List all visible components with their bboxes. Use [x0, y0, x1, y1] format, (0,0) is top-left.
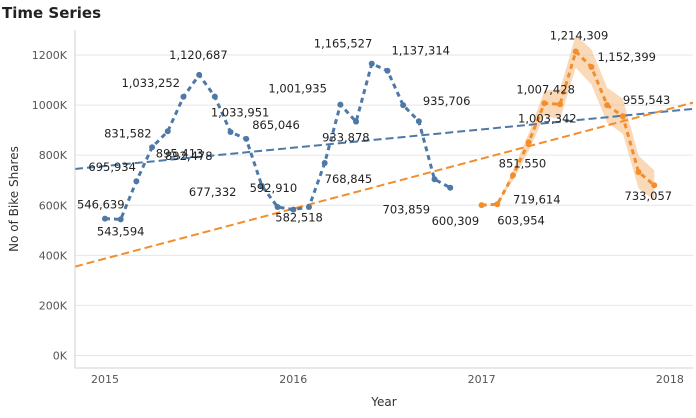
data-point	[619, 113, 626, 120]
trend-line	[74, 101, 694, 268]
data-point	[274, 204, 281, 211]
x-tick-label: 2017	[468, 373, 496, 386]
x-axis-title: Year	[370, 395, 396, 409]
data-point	[494, 201, 501, 208]
data-point	[243, 135, 250, 142]
data-point	[651, 182, 658, 189]
series-line	[104, 62, 451, 221]
data-label: 1,001,935	[268, 82, 327, 96]
data-label: 582,518	[275, 211, 323, 225]
data-label: 592,910	[250, 181, 298, 195]
data-label: 892,478	[165, 149, 213, 163]
data-point	[353, 118, 360, 125]
data-label: 1,137,314	[391, 44, 450, 58]
data-label: 543,594	[97, 224, 145, 238]
data-label: 865,046	[252, 118, 300, 132]
data-point	[431, 176, 438, 183]
y-tick-label: 200K	[39, 299, 68, 312]
data-label: 1,165,527	[314, 37, 373, 51]
data-point	[227, 129, 234, 136]
data-point	[557, 101, 564, 108]
data-point	[541, 100, 548, 107]
data-point	[588, 63, 595, 70]
data-label: 603,954	[497, 213, 545, 227]
data-point	[384, 67, 391, 74]
data-label: 1,007,428	[516, 82, 575, 96]
trend-line	[74, 107, 694, 170]
data-point	[400, 102, 407, 109]
data-label: 600,309	[432, 214, 480, 228]
data-point	[572, 48, 579, 55]
data-label: 1,003,342	[518, 111, 577, 125]
data-point	[321, 159, 328, 166]
axes: 0K 200K 400K 600K 800K 1000K 1200K 2015 2016 2017…	[7, 30, 693, 409]
series-points	[102, 48, 658, 223]
data-point	[604, 102, 611, 109]
y-tick-label: 800K	[39, 149, 68, 162]
x-tick-label: 2018	[656, 373, 684, 386]
y-tick-label: 600K	[39, 199, 68, 212]
data-label: 695,934	[88, 160, 136, 174]
y-axis-title: No of Bike Shares	[7, 146, 21, 252]
series-line	[481, 50, 656, 207]
data-point	[635, 168, 642, 175]
data-point	[102, 215, 108, 222]
chart-title: Time Series	[2, 4, 102, 22]
data-label: 733,057	[625, 189, 673, 203]
series-lines	[104, 50, 656, 221]
data-point	[196, 71, 203, 78]
y-tick-label: 1200K	[32, 49, 68, 62]
y-tick-label: 400K	[39, 249, 68, 262]
data-label: 935,706	[423, 94, 471, 108]
data-labels: 546,639 543,594 695,934 831,582 895,413 1,033…	[77, 28, 672, 238]
data-point	[290, 206, 297, 213]
data-label: 768,845	[325, 172, 373, 186]
data-label: 955,543	[623, 93, 671, 107]
data-label: 1,120,687	[169, 48, 228, 62]
data-point	[149, 144, 156, 151]
y-tick-label: 0K	[53, 349, 68, 362]
data-label: 1,033,951	[211, 106, 270, 120]
data-point	[447, 184, 454, 191]
x-tick-label: 2015	[91, 373, 119, 386]
data-point	[258, 182, 265, 189]
data-label: 677,332	[189, 185, 237, 199]
data-point	[164, 128, 171, 135]
data-label: 1,214,309	[550, 28, 609, 42]
x-tick-label: 2016	[279, 373, 307, 386]
data-label: 1,152,399	[597, 50, 656, 64]
data-point	[368, 60, 375, 67]
data-point	[117, 216, 124, 223]
data-point	[180, 93, 187, 100]
data-point	[211, 93, 218, 100]
data-label: 719,614	[513, 192, 561, 206]
data-label: 851,550	[499, 156, 547, 170]
data-point	[478, 202, 485, 209]
data-point	[305, 204, 312, 211]
y-tick-label: 1000K	[32, 99, 68, 112]
data-point	[525, 139, 532, 146]
data-label: 1,033,252	[121, 76, 180, 90]
data-label: 895,413	[156, 146, 204, 160]
data-label: 703,859	[383, 202, 431, 216]
data-point	[337, 101, 344, 108]
data-label: 831,582	[104, 126, 152, 140]
trend-lines	[74, 101, 694, 268]
data-point	[415, 118, 422, 125]
data-label: 933,878	[322, 131, 370, 145]
data-point	[133, 178, 140, 185]
data-label: 546,639	[77, 198, 125, 212]
data-point	[509, 172, 516, 179]
